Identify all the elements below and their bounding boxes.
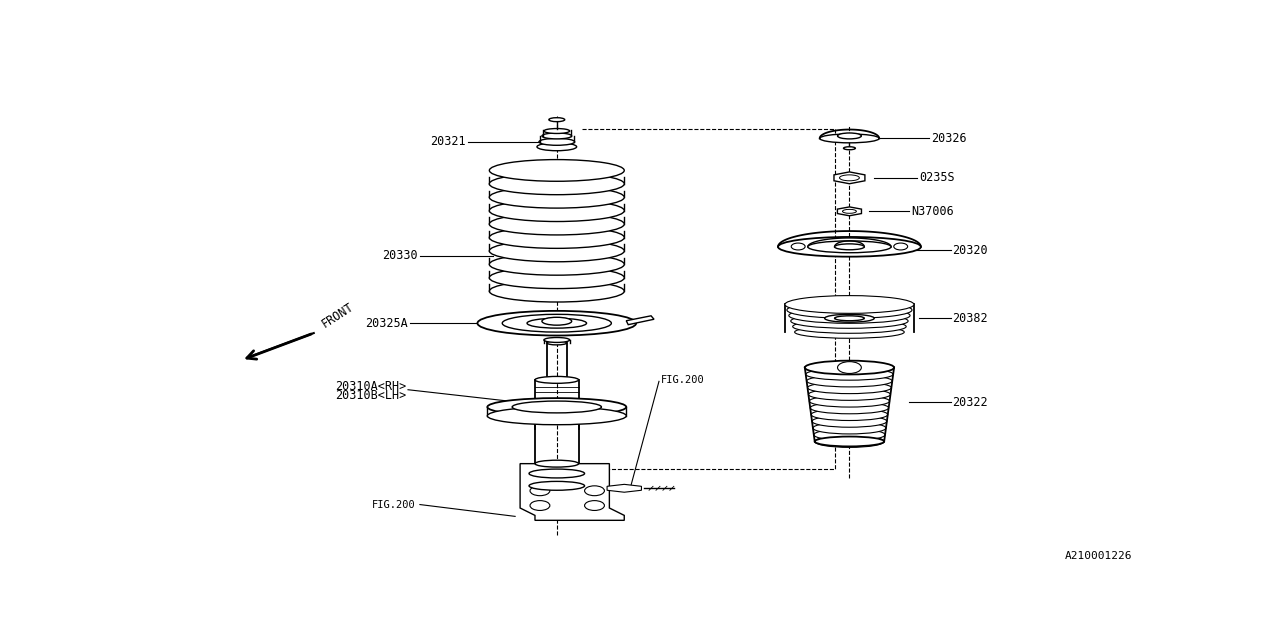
Text: 20330: 20330 xyxy=(383,249,417,262)
Ellipse shape xyxy=(530,486,550,495)
Ellipse shape xyxy=(778,237,920,257)
Ellipse shape xyxy=(785,296,914,314)
Text: 0235S: 0235S xyxy=(919,172,955,184)
Ellipse shape xyxy=(489,267,625,289)
Ellipse shape xyxy=(824,314,874,322)
Ellipse shape xyxy=(527,318,586,328)
Ellipse shape xyxy=(541,317,572,325)
Ellipse shape xyxy=(835,316,864,321)
Ellipse shape xyxy=(585,486,604,495)
Text: FIG.200: FIG.200 xyxy=(660,375,705,385)
Ellipse shape xyxy=(502,314,612,332)
Polygon shape xyxy=(520,463,625,520)
Ellipse shape xyxy=(842,209,856,213)
Ellipse shape xyxy=(806,375,892,387)
Ellipse shape xyxy=(819,134,879,143)
Ellipse shape xyxy=(489,173,625,195)
Ellipse shape xyxy=(549,118,564,122)
Text: 20310B<LH>: 20310B<LH> xyxy=(335,389,406,402)
Ellipse shape xyxy=(535,460,579,467)
Ellipse shape xyxy=(837,133,861,139)
Ellipse shape xyxy=(489,227,625,248)
Ellipse shape xyxy=(512,401,602,413)
Ellipse shape xyxy=(529,481,585,490)
Ellipse shape xyxy=(787,301,911,318)
Ellipse shape xyxy=(477,311,636,335)
Ellipse shape xyxy=(840,175,859,180)
Ellipse shape xyxy=(814,436,884,447)
Ellipse shape xyxy=(805,369,893,380)
Ellipse shape xyxy=(544,129,570,134)
Ellipse shape xyxy=(792,320,906,333)
Ellipse shape xyxy=(805,361,893,374)
Polygon shape xyxy=(607,484,641,492)
Ellipse shape xyxy=(791,243,805,250)
Ellipse shape xyxy=(809,396,890,407)
Ellipse shape xyxy=(808,382,891,394)
Ellipse shape xyxy=(529,469,585,478)
Ellipse shape xyxy=(835,244,864,250)
Ellipse shape xyxy=(893,243,908,250)
Ellipse shape xyxy=(805,362,893,374)
Ellipse shape xyxy=(844,147,855,150)
Ellipse shape xyxy=(585,500,604,511)
Polygon shape xyxy=(837,207,861,216)
Ellipse shape xyxy=(539,138,575,145)
Ellipse shape xyxy=(788,308,910,323)
Ellipse shape xyxy=(489,200,625,221)
Text: 20321: 20321 xyxy=(430,135,466,148)
Ellipse shape xyxy=(488,407,626,425)
Ellipse shape xyxy=(837,362,861,374)
Text: 20322: 20322 xyxy=(952,396,988,408)
Text: 20320: 20320 xyxy=(952,244,988,257)
Ellipse shape xyxy=(489,240,625,262)
Ellipse shape xyxy=(488,398,626,416)
Ellipse shape xyxy=(795,326,904,339)
Ellipse shape xyxy=(544,337,570,342)
Ellipse shape xyxy=(814,436,884,447)
Ellipse shape xyxy=(489,213,625,235)
Text: N37006: N37006 xyxy=(911,205,954,218)
Text: 20325A: 20325A xyxy=(365,317,408,330)
Ellipse shape xyxy=(489,280,625,302)
Text: FRONT: FRONT xyxy=(319,300,356,331)
Ellipse shape xyxy=(538,143,576,150)
Text: A210001226: A210001226 xyxy=(1065,551,1132,561)
Ellipse shape xyxy=(812,409,888,420)
Text: FIG.200: FIG.200 xyxy=(372,500,416,509)
Polygon shape xyxy=(626,316,654,324)
Ellipse shape xyxy=(547,341,567,345)
Text: 20310A<RH>: 20310A<RH> xyxy=(335,380,406,393)
Ellipse shape xyxy=(530,500,550,511)
Ellipse shape xyxy=(535,376,579,383)
Polygon shape xyxy=(835,172,865,184)
Ellipse shape xyxy=(813,422,886,434)
Ellipse shape xyxy=(812,415,887,428)
Ellipse shape xyxy=(489,159,625,181)
Text: 20326: 20326 xyxy=(931,132,966,145)
Text: 20382: 20382 xyxy=(952,312,988,324)
Ellipse shape xyxy=(489,253,625,275)
Ellipse shape xyxy=(489,186,625,208)
Ellipse shape xyxy=(547,378,567,382)
Ellipse shape xyxy=(810,402,888,414)
Ellipse shape xyxy=(814,429,884,441)
Ellipse shape xyxy=(808,241,891,253)
Ellipse shape xyxy=(791,314,908,328)
Ellipse shape xyxy=(541,133,572,139)
Ellipse shape xyxy=(809,388,891,401)
